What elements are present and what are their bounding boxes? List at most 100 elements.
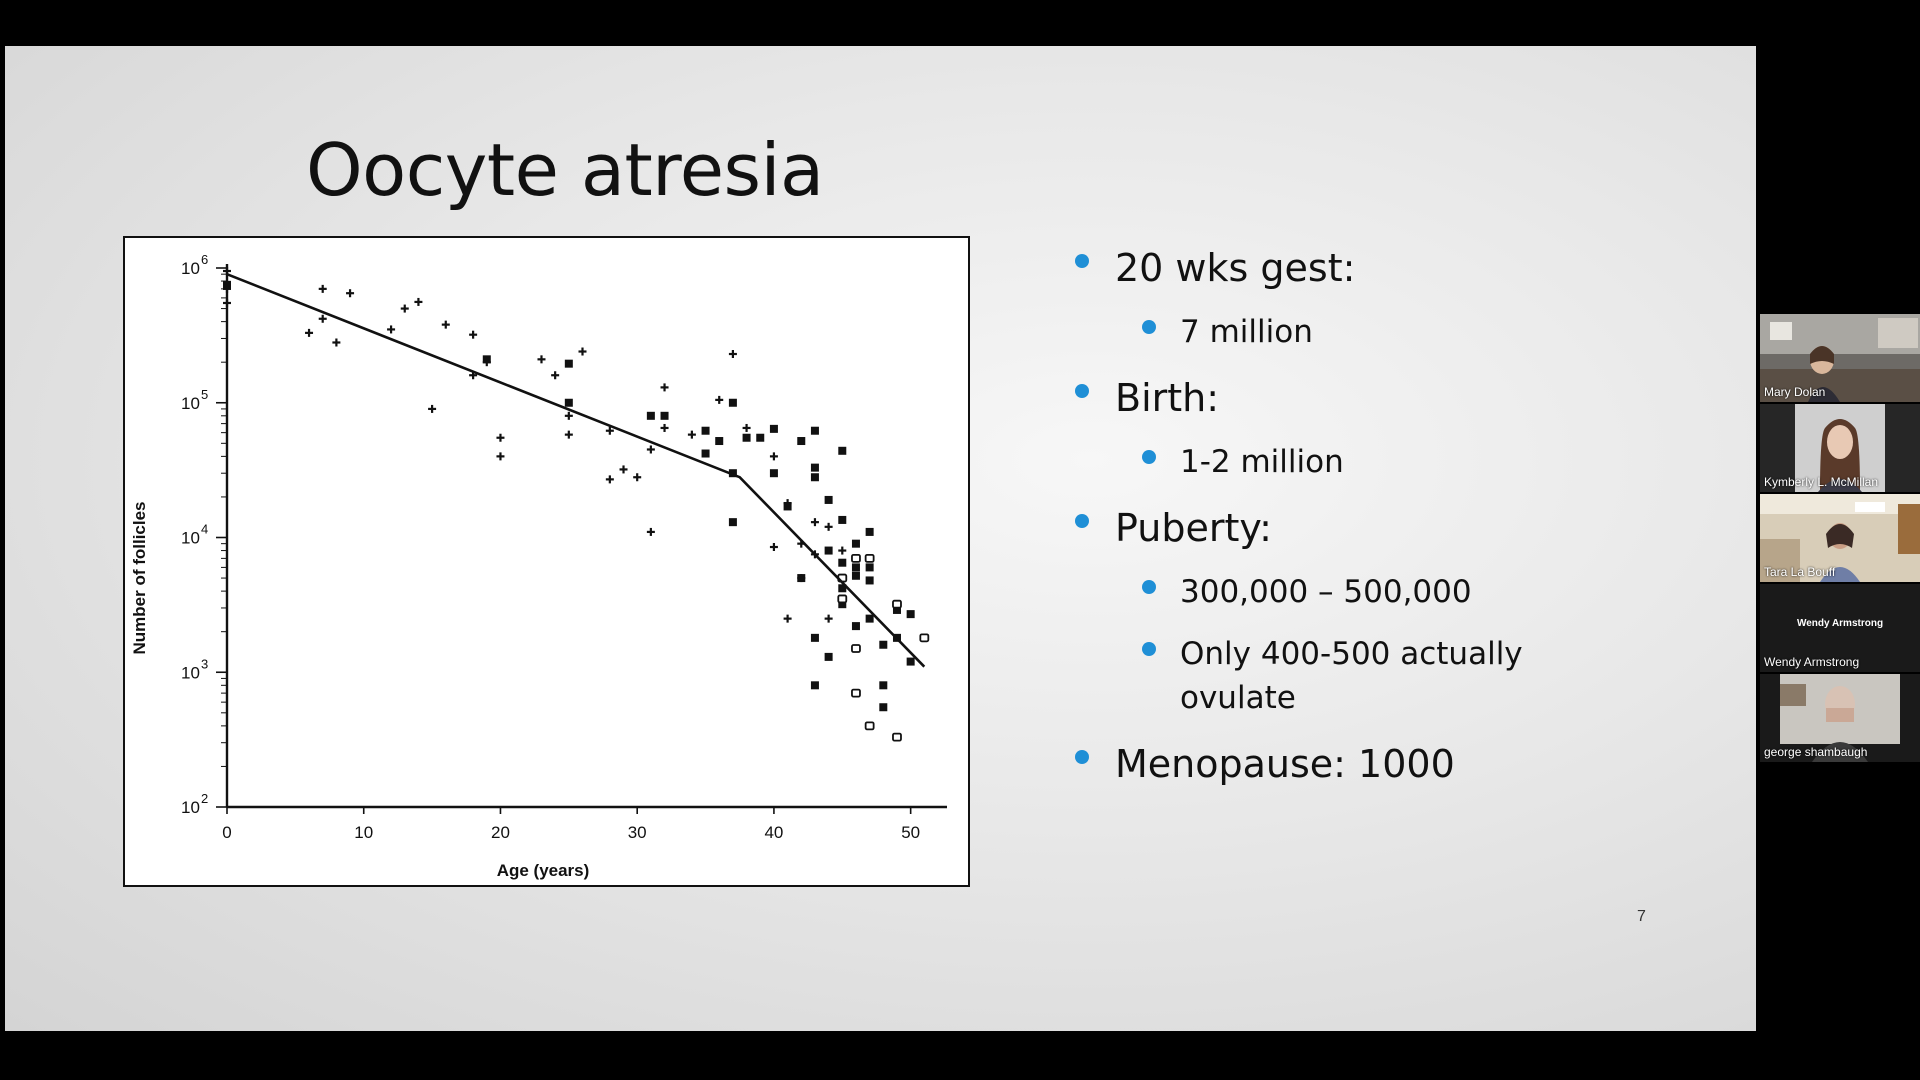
chart-point-plus xyxy=(564,430,573,439)
chart-y-tick-label: 10 xyxy=(181,259,200,278)
chart-point-square-filled xyxy=(824,495,833,504)
chart-point-square-filled xyxy=(865,576,874,585)
chart-point-plus xyxy=(742,423,751,432)
chart-point-square-filled xyxy=(838,600,847,609)
chart-point-square-filled xyxy=(769,469,778,478)
chart-point-plus xyxy=(660,383,669,392)
participant-tile-kymberly-mcmillan[interactable]: Kymberly L. McMillan xyxy=(1760,404,1920,492)
sub-bullet-text: 7 million xyxy=(1180,314,1313,350)
chart-marks xyxy=(223,267,930,742)
chart-point-square-filled xyxy=(865,614,874,623)
sub-bullet-text: Only 400-500 actually ovulate xyxy=(1180,636,1523,716)
chart-point-square-filled xyxy=(660,411,669,420)
chart-point-plus xyxy=(687,430,696,439)
chart-point-square-filled xyxy=(715,437,724,446)
bullet-dot-icon xyxy=(1075,750,1089,764)
chart-point-plus xyxy=(469,330,478,339)
chart-point-plus xyxy=(414,297,423,306)
chart-y-tick-exponent: 5 xyxy=(201,387,208,402)
chart-point-plus xyxy=(496,452,505,461)
chart-point-square-filled xyxy=(879,703,888,712)
chart-point-square-filled xyxy=(906,610,915,619)
sub-bullet-item: Only 400-500 actually ovulate xyxy=(1065,632,1625,720)
chart-point-square-filled xyxy=(851,571,860,580)
chart-point-plus xyxy=(838,546,847,555)
chart-y-tick-exponent: 2 xyxy=(201,791,208,806)
chart-point-square-filled xyxy=(906,657,915,666)
chart-point-plus xyxy=(605,426,614,435)
sub-bullet-item: 1-2 million xyxy=(1065,440,1625,484)
sub-bullet-item: 7 million xyxy=(1065,310,1625,354)
sub-bullet-text: 300,000 – 500,000 xyxy=(1180,574,1472,610)
chart-point-square-filled xyxy=(728,398,737,407)
chart-point-plus xyxy=(824,522,833,531)
chart-x-tick-label: 50 xyxy=(901,823,920,842)
sub-bullet-text: 1-2 million xyxy=(1180,444,1344,480)
bullet-item: 20 wks gest: xyxy=(1065,242,1625,294)
chart-point-square-open xyxy=(851,553,861,563)
chart-point-square-filled xyxy=(564,359,573,368)
chart-x-tick-label: 10 xyxy=(354,823,373,842)
participant-name: george shambaugh xyxy=(1764,745,1868,759)
presentation-slide: Oocyte atresia 0 10 20 30 40 50 10 6 10 5 10 4 10 3 10… xyxy=(5,46,1756,1031)
chart-point-square-filled xyxy=(865,563,874,572)
participant-name: Kymberly L. McMillan xyxy=(1764,475,1879,489)
chart-x-tick-label: 0 xyxy=(222,823,231,842)
participant-video xyxy=(1760,674,1920,762)
chart-point-square-filled xyxy=(892,605,901,614)
bullet-dot-icon xyxy=(1142,450,1156,464)
participant-tile-mary-dolan[interactable]: Mary Dolan xyxy=(1760,314,1920,402)
chart-point-square-open xyxy=(851,688,861,698)
chart-point-plus xyxy=(633,473,642,482)
chart-point-plus xyxy=(646,527,655,536)
chart-y-tick-label: 10 xyxy=(181,529,200,548)
chart-x-tick-label: 40 xyxy=(764,823,783,842)
chart-point-square-open xyxy=(864,721,875,731)
bullet-list: 20 wks gest: 7 million Birth: 1-2 million Pu… xyxy=(1065,242,1625,806)
chart-y-tick-exponent: 4 xyxy=(201,522,208,537)
chart-point-square-filled xyxy=(564,398,573,407)
chart-point-plus xyxy=(769,543,778,552)
chart-x-axis-label: Age (years) xyxy=(497,861,590,880)
chart-point-square-filled xyxy=(824,546,833,555)
bullet-item: Birth: xyxy=(1065,372,1625,424)
chart-point-square-filled xyxy=(728,518,737,527)
chart-y-tick-label: 10 xyxy=(181,798,200,817)
chart-point-plus xyxy=(441,320,450,329)
chart-point-square-filled xyxy=(838,584,847,593)
participant-tile-wendy-armstrong[interactable]: Wendy Armstrong Wendy Armstrong xyxy=(1760,584,1920,672)
bullet-dot-icon xyxy=(1142,320,1156,334)
chart-point-square-filled xyxy=(879,681,888,690)
bullet-text: Puberty: xyxy=(1115,506,1272,550)
chart-y-tick-exponent: 6 xyxy=(201,252,208,267)
chart-point-square-filled xyxy=(742,433,751,442)
participant-tile-tara-la-bouff[interactable]: Tara La Bouff xyxy=(1760,494,1920,582)
chart-point-plus xyxy=(660,423,669,432)
chart-point-square-open xyxy=(919,633,930,643)
chart-point-square-open xyxy=(837,594,848,604)
chart-x-tick-label: 30 xyxy=(628,823,647,842)
chart-point-square-filled xyxy=(810,681,819,690)
chart-point-square-filled xyxy=(756,433,765,442)
chart-point-plus xyxy=(824,614,833,623)
participant-video-off-name: Wendy Armstrong xyxy=(1796,618,1884,629)
bullet-dot-icon xyxy=(1142,580,1156,594)
chart-y-tick-label: 10 xyxy=(181,394,200,413)
chart-point-plus xyxy=(564,411,573,420)
chart-point-plus xyxy=(346,289,355,298)
participant-video xyxy=(1760,494,1920,582)
participant-tile-george-shambaugh[interactable]: george shambaugh xyxy=(1760,674,1920,762)
bullet-dot-icon xyxy=(1075,514,1089,528)
chart-point-plus xyxy=(728,350,737,359)
chart-point-square-filled xyxy=(851,539,860,548)
chart-point-square-filled xyxy=(769,424,778,433)
chart-point-plus xyxy=(305,328,314,337)
chart-point-plus xyxy=(318,314,327,323)
chart-point-square-filled xyxy=(646,411,655,420)
chart-y-axis-label: Number of follicles xyxy=(130,501,149,654)
chart-point-plus xyxy=(387,325,396,334)
bullet-text: 20 wks gest: xyxy=(1115,246,1356,290)
chart-point-plus xyxy=(619,465,628,474)
